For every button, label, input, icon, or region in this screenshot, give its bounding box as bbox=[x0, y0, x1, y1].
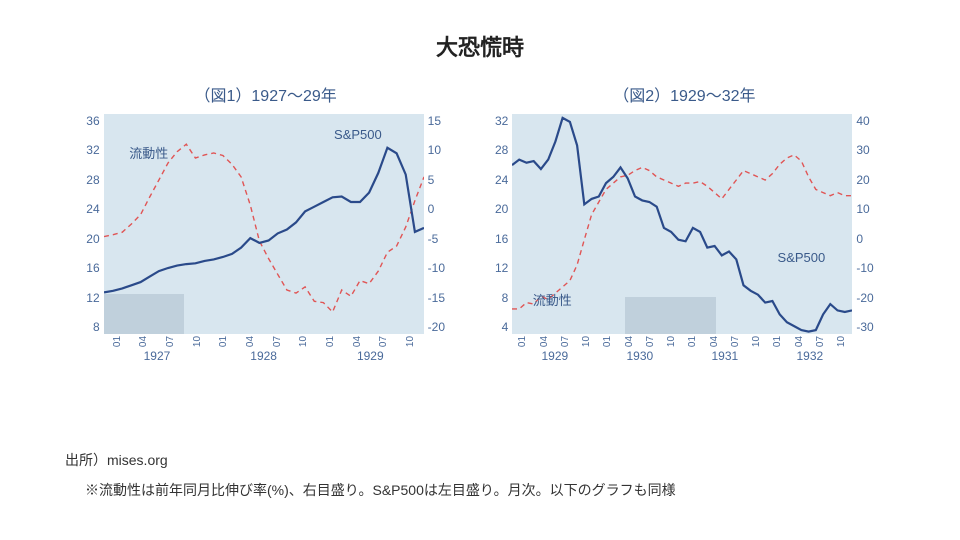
axis-tick: 04 bbox=[138, 328, 149, 355]
axis-tick: 5 bbox=[428, 173, 445, 187]
axis-tick: 20 bbox=[856, 173, 873, 187]
axis-tick: 07 bbox=[730, 331, 741, 352]
axis-tick: 12 bbox=[495, 261, 508, 275]
axis-tick: 07 bbox=[378, 328, 389, 355]
chart2-title: （図2）1929〜32年 bbox=[613, 82, 755, 106]
axis-tick: 8 bbox=[86, 320, 99, 334]
axis-tick: 24 bbox=[495, 173, 508, 187]
axis-tick: 10 bbox=[581, 331, 592, 352]
axis-tick: 16 bbox=[86, 261, 99, 275]
axis-tick: 01 bbox=[111, 328, 122, 355]
axis-tick: 32 bbox=[495, 114, 508, 128]
axis-tick: 10 bbox=[666, 331, 677, 352]
chart1-x-ticks: 010407100104071001040710 bbox=[104, 336, 424, 347]
axis-tick: 01 bbox=[517, 331, 528, 352]
axis-tick: 07 bbox=[645, 331, 656, 352]
chart2-block: （図2）1929〜32年 32282420161284 S&P500流動性 01… bbox=[495, 82, 874, 363]
axis-tick: 10 bbox=[298, 328, 309, 355]
axis-tick: -10 bbox=[856, 261, 873, 275]
axis-tick: 10 bbox=[751, 331, 762, 352]
source-label: 出所）mises.org bbox=[65, 450, 168, 470]
axis-tick: -30 bbox=[856, 320, 873, 334]
axis-tick: 10 bbox=[191, 328, 202, 355]
charts-row: （図1）1927〜29年 36 32 28 24 20 16 12 8 S&P500流動性 0… bbox=[0, 82, 960, 363]
axis-tick: 10 bbox=[836, 331, 847, 352]
axis-tick: -10 bbox=[428, 261, 445, 275]
chart2-wrap: 32282420161284 S&P500流動性 010407100104071… bbox=[495, 114, 874, 363]
axis-tick: 28 bbox=[86, 173, 99, 187]
axis-tick: 01 bbox=[772, 331, 783, 352]
axis-tick: 10 bbox=[428, 143, 445, 157]
axis-tick: 0 bbox=[856, 232, 873, 246]
axis-tick: 10 bbox=[856, 202, 873, 216]
axis-tick: 20 bbox=[495, 202, 508, 216]
axis-tick: 04 bbox=[624, 331, 635, 352]
chart2-plot: S&P500流動性 bbox=[512, 114, 852, 334]
axis-tick: 04 bbox=[539, 331, 550, 352]
chart-svg bbox=[512, 114, 852, 334]
axis-tick: -5 bbox=[428, 232, 445, 246]
axis-tick: 10 bbox=[405, 328, 416, 355]
chart1-wrap: 363228242016128 S&P500流動性 01040710010407… bbox=[86, 114, 445, 363]
axis-tick: 07 bbox=[271, 328, 282, 355]
chart1-title: （図1）1927〜29年 bbox=[195, 82, 337, 106]
chart2-x-ticks: 01040710010407100104071001040710 bbox=[512, 336, 852, 347]
liquidity-line bbox=[104, 144, 424, 312]
axis-tick: 07 bbox=[560, 331, 571, 352]
axis-tick: 15 bbox=[428, 114, 445, 128]
chart1-x-years: 192719281929 bbox=[104, 349, 424, 363]
chart1-left-axis: 36 32 28 24 20 16 12 8 bbox=[86, 114, 103, 334]
axis-tick: 01 bbox=[325, 328, 336, 355]
axis-tick: 04 bbox=[794, 331, 805, 352]
axis-tick: -20 bbox=[856, 291, 873, 305]
axis-tick: 16 bbox=[495, 232, 508, 246]
axis-tick: 24 bbox=[86, 202, 99, 216]
axis-tick: 12 bbox=[86, 291, 99, 305]
axis-tick: 01 bbox=[602, 331, 613, 352]
chart2-right-axis: 40 30 20 10 0 -10 -20 -30 bbox=[852, 114, 873, 334]
axis-tick: 01 bbox=[687, 331, 698, 352]
axis-tick: 04 bbox=[709, 331, 720, 352]
chart1-block: （図1）1927〜29年 36 32 28 24 20 16 12 8 S&P500流動性 0… bbox=[86, 82, 445, 363]
chart1-right-axis: 15 10 5 0 -5 -10 -15 -20 bbox=[424, 114, 445, 334]
liquidity-line bbox=[512, 155, 852, 309]
axis-tick: 20 bbox=[86, 232, 99, 246]
axis-tick: 0 bbox=[428, 202, 445, 216]
axis-tick: 07 bbox=[815, 331, 826, 352]
axis-tick: 40 bbox=[856, 114, 873, 128]
axis-tick: 04 bbox=[351, 328, 362, 355]
axis-tick: -15 bbox=[428, 291, 445, 305]
axis-tick: 36 bbox=[86, 114, 99, 128]
chart-svg bbox=[104, 114, 424, 334]
axis-tick: 01 bbox=[218, 328, 229, 355]
axis-tick: 04 bbox=[245, 328, 256, 355]
axis-tick: 28 bbox=[495, 143, 508, 157]
axis-tick: 07 bbox=[165, 328, 176, 355]
axis-tick: -20 bbox=[428, 320, 445, 334]
axis-tick: 32 bbox=[86, 143, 99, 157]
axis-tick: 8 bbox=[495, 291, 508, 305]
chart2-left-axis: 32 28 24 20 16 12 8 4 bbox=[495, 114, 512, 334]
sp500-line bbox=[104, 148, 424, 293]
sp500-line bbox=[512, 118, 852, 332]
chart1-plot: S&P500流動性 bbox=[104, 114, 424, 334]
axis-tick: 4 bbox=[495, 320, 508, 334]
footnote: ※流動性は前年同月比伸び率(%)、右目盛り。S&P500は左目盛り。月次。以下の… bbox=[85, 480, 676, 500]
main-title: 大恐慌時 bbox=[0, 0, 960, 62]
axis-tick: 30 bbox=[856, 143, 873, 157]
